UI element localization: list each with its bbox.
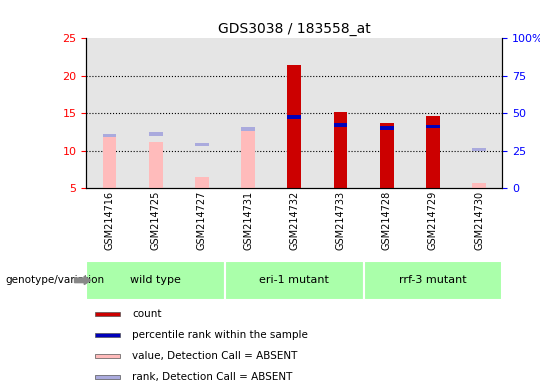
Bar [241,127,255,131]
Bar [133,38,179,188]
Bar [318,38,363,188]
Bar [426,116,440,188]
Bar [410,38,456,188]
Bar [94,354,120,358]
Bar [456,38,502,188]
Bar [334,112,347,188]
Bar [287,115,301,119]
Bar [363,261,502,300]
Bar [94,374,120,379]
Text: rank, Detection Call = ABSENT: rank, Detection Call = ABSENT [132,372,293,382]
Bar [179,38,225,188]
Bar [195,143,209,146]
Bar [103,134,117,188]
Text: rrf-3 mutant: rrf-3 mutant [399,275,467,285]
Bar [241,128,255,188]
Text: wild type: wild type [130,275,181,285]
Bar [472,148,486,151]
Bar [94,312,120,316]
Bar [103,134,117,137]
Bar [225,261,363,300]
Bar [195,177,209,188]
Text: count: count [132,309,161,319]
Bar [86,38,133,188]
Bar [363,38,410,188]
Text: genotype/variation: genotype/variation [5,275,105,285]
Bar [149,142,163,188]
Text: value, Detection Call = ABSENT: value, Detection Call = ABSENT [132,351,298,361]
Bar [86,261,225,300]
Bar [287,65,301,188]
Bar [472,183,486,188]
Bar [380,126,394,130]
Text: eri-1 mutant: eri-1 mutant [259,275,329,285]
Bar [334,123,347,127]
Bar [149,132,163,136]
Title: GDS3038 / 183558_at: GDS3038 / 183558_at [218,22,370,36]
Bar [94,333,120,338]
Bar [271,38,318,188]
Text: percentile rank within the sample: percentile rank within the sample [132,330,308,340]
Bar [380,123,394,188]
Bar [426,125,440,128]
Bar [225,38,271,188]
